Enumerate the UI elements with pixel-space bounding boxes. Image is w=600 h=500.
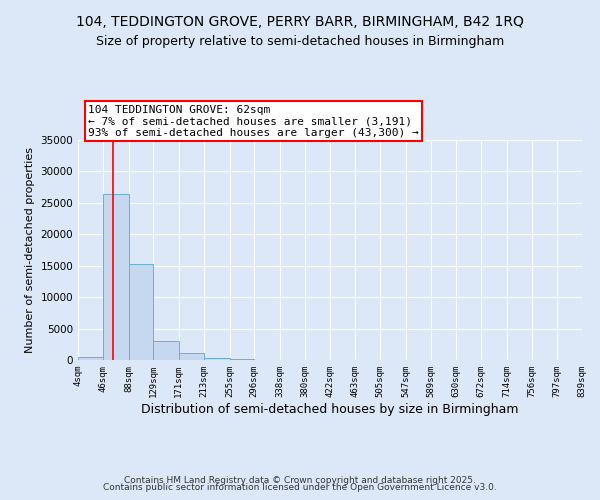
Bar [154,340,179,360]
Bar [179,353,204,360]
Bar [129,264,154,360]
Text: Size of property relative to semi-detached houses in Birmingham: Size of property relative to semi-detach… [96,35,504,48]
Text: Contains public sector information licensed under the Open Government Licence v3: Contains public sector information licen… [103,484,497,492]
Text: Contains HM Land Registry data © Crown copyright and database right 2025.: Contains HM Land Registry data © Crown c… [124,476,476,485]
Bar [78,358,103,360]
Y-axis label: Number of semi-detached properties: Number of semi-detached properties [25,147,35,353]
X-axis label: Distribution of semi-detached houses by size in Birmingham: Distribution of semi-detached houses by … [141,402,519,415]
Bar [204,358,230,360]
Bar [103,194,129,360]
Text: 104, TEDDINGTON GROVE, PERRY BARR, BIRMINGHAM, B42 1RQ: 104, TEDDINGTON GROVE, PERRY BARR, BIRMI… [76,15,524,29]
Text: 104 TEDDINGTON GROVE: 62sqm
← 7% of semi-detached houses are smaller (3,191)
93%: 104 TEDDINGTON GROVE: 62sqm ← 7% of semi… [88,104,419,138]
